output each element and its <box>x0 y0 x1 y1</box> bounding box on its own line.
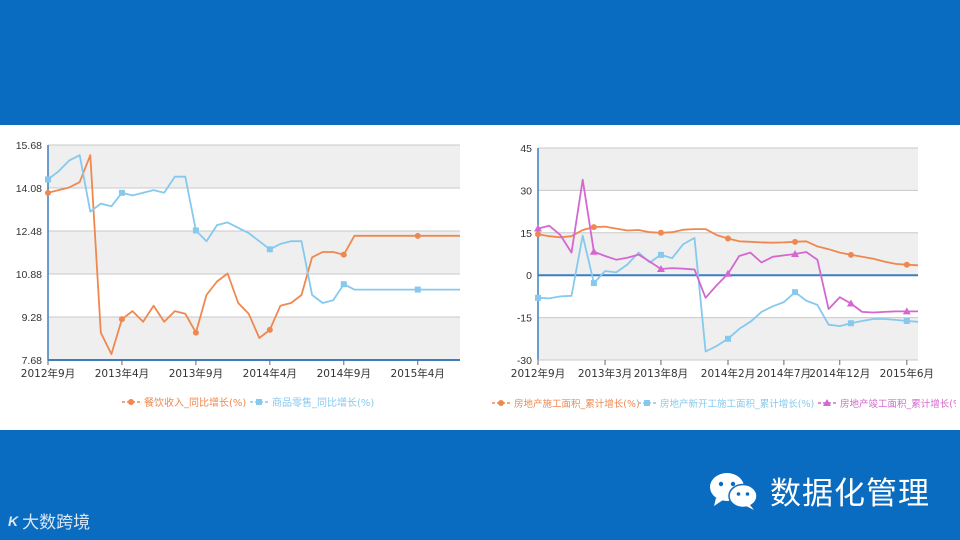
data-point <box>725 335 731 342</box>
y-tick-label: 7.68 <box>22 355 43 367</box>
data-point <box>534 224 542 232</box>
brand: 数据化管理 <box>708 468 930 513</box>
series-2 <box>45 154 460 304</box>
data-point <box>792 238 799 245</box>
grid-band <box>48 145 460 188</box>
legend-label: 房地产竣工面积_累计增长(%) <box>840 398 956 410</box>
y-tick-label: 9.28 <box>22 312 43 324</box>
watermark: K 大数跨境 <box>8 508 91 534</box>
data-point <box>791 250 800 257</box>
series-1 <box>45 154 460 356</box>
data-point <box>414 232 421 239</box>
footer-band <box>0 430 960 540</box>
x-tick-label: 2014年2月 <box>701 367 755 380</box>
wechat-icon <box>708 471 760 511</box>
data-point <box>847 251 854 258</box>
y-tick-label: -30 <box>517 355 532 367</box>
legend: 房地产施工面积_累计增长(%) 房地产新开工施工面积_累计增长(%) 房地产竣工面积… <box>492 398 956 410</box>
legend-swatch-marker <box>823 399 831 406</box>
legend-item: 房地产竣工面积_累计增长(%) <box>818 398 956 410</box>
y-tick-label: 30 <box>520 185 532 197</box>
x-tick-label: 2014年9月 <box>317 367 371 380</box>
legend-item: 房地产新开工施工面积_累计增长(%) <box>638 398 814 410</box>
series-line <box>47 154 460 304</box>
watermark-logo: K <box>8 512 19 529</box>
data-point <box>118 189 125 196</box>
series-line <box>47 154 460 356</box>
x-tick-label: 2013年3月 <box>578 367 632 380</box>
data-point <box>589 247 598 255</box>
data-point <box>118 316 125 323</box>
header-band <box>0 0 960 125</box>
data-point <box>192 329 199 336</box>
data-point <box>902 307 911 315</box>
data-point <box>792 289 799 296</box>
series-3 <box>534 178 918 315</box>
data-point <box>903 317 910 324</box>
y-tick-label: -15 <box>517 313 532 325</box>
x-tick-label: 2012年9月 <box>511 367 565 380</box>
data-point <box>192 227 199 234</box>
brand-text: 数据化管理 <box>770 476 930 512</box>
y-tick-label: 12.48 <box>16 226 42 238</box>
y-tick-label: 45 <box>520 143 532 155</box>
legend-item: 商品零售_同比增长(%) <box>250 396 374 409</box>
y-tick-label: 10.88 <box>16 269 42 281</box>
x-tick-label: 2015年6月 <box>880 367 934 380</box>
series-2 <box>535 234 919 353</box>
watermark-text: 大数跨境 <box>22 513 91 533</box>
data-point <box>657 229 664 236</box>
legend-swatch-marker <box>256 399 262 405</box>
data-point <box>535 231 541 238</box>
data-point <box>903 261 910 268</box>
data-point <box>266 246 273 253</box>
legend-swatch-marker <box>498 400 504 406</box>
x-tick-label: 2012年9月 <box>21 367 75 380</box>
legend-item: 餐饮收入_同比增长(%) <box>122 396 246 409</box>
data-point <box>535 294 541 301</box>
legend-swatch-marker <box>644 400 650 406</box>
series-1 <box>535 224 919 268</box>
data-point <box>590 224 597 231</box>
real-estate-growth-chart: 45 30 15 0 -15 -30 2012年9月 2013年3月 2013年8月 2014年2… <box>490 132 956 422</box>
y-tick-label: 15.68 <box>16 140 42 152</box>
retail-growth-chart: 15.68 14.08 12.48 10.88 9.28 7.68 2012年9月 2013年… <box>10 132 472 422</box>
y-tick-label: 14.08 <box>16 183 42 195</box>
legend-item: 房地产施工面积_累计增长(%) <box>492 398 640 410</box>
data-point <box>725 235 731 242</box>
legend-label: 房地产施工面积_累计增长(%) <box>514 398 640 410</box>
data-point <box>657 251 664 258</box>
legend-label: 房地产新开工施工面积_累计增长(%) <box>660 398 814 410</box>
data-point <box>656 264 665 272</box>
data-point <box>266 326 273 333</box>
data-point <box>414 286 421 293</box>
x-tick-label: 2015年4月 <box>391 367 445 380</box>
x-tick-label: 2013年8月 <box>634 367 688 380</box>
legend-label: 餐饮收入_同比增长(%) <box>144 396 246 409</box>
y-tick-label: 0 <box>526 270 532 282</box>
legend-swatch-marker <box>128 399 134 405</box>
grid-band <box>48 317 460 360</box>
data-point <box>45 189 51 196</box>
x-tick-label: 2014年12月 <box>809 367 870 380</box>
y-tick-label: 15 <box>520 228 532 240</box>
data-point <box>590 280 597 287</box>
data-point <box>45 176 51 183</box>
x-tick-label: 2014年4月 <box>243 367 297 380</box>
legend-label: 商品零售_同比增长(%) <box>272 396 374 409</box>
legend: 餐饮收入_同比增长(%) 商品零售_同比增长(%) <box>122 396 374 409</box>
data-point <box>846 299 855 307</box>
x-tick-label: 2014年7月 <box>757 367 811 380</box>
data-point <box>340 251 347 258</box>
data-point <box>340 281 347 288</box>
grid-band <box>538 148 918 191</box>
data-point <box>847 320 854 327</box>
x-tick-label: 2013年4月 <box>95 367 149 380</box>
x-tick-label: 2013年9月 <box>169 367 223 380</box>
data-point <box>724 269 732 277</box>
